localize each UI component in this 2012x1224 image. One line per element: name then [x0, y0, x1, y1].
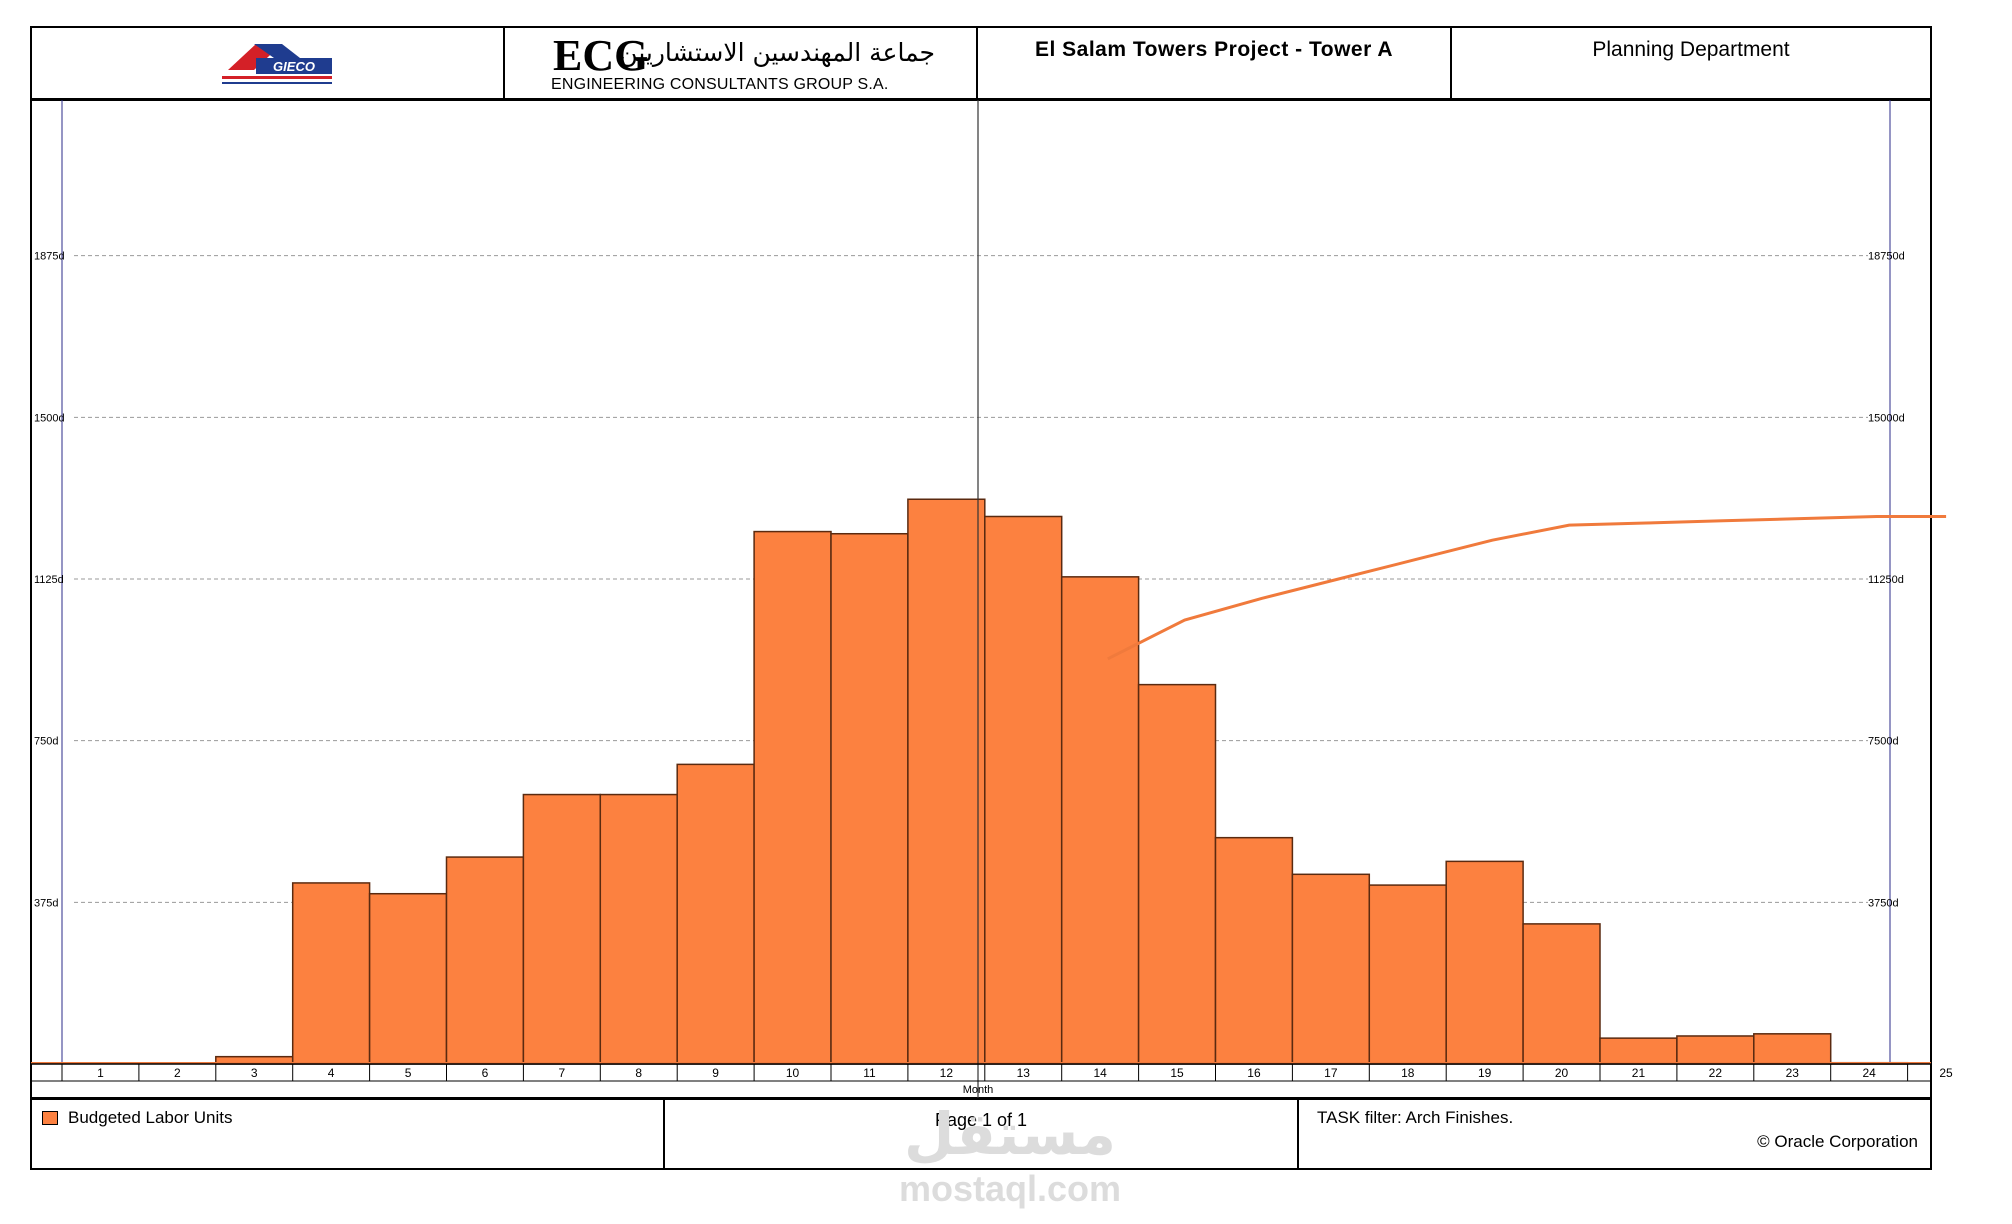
- bar: [368, 892, 448, 1065]
- left-tick-label: 1875d: [34, 251, 65, 263]
- header-logo-gieco-cell: GIECO: [32, 28, 505, 98]
- x-tick-label: 6: [482, 1066, 489, 1080]
- right-tick-label: 7500d: [1868, 736, 1899, 748]
- x-tick-label: 21: [1632, 1066, 1646, 1080]
- report-footer: Budgeted Labor Units Page 1 of 1 TASK fi…: [30, 1098, 1932, 1170]
- x-tick-label: 5: [405, 1066, 412, 1080]
- x-tick-label: 11: [863, 1066, 876, 1080]
- right-tick-label: 18750d: [1868, 251, 1905, 263]
- bar: [291, 882, 371, 1065]
- ecg-logo: ECG جماعة المهندسين الاستشاريين ENGINEER…: [525, 30, 965, 96]
- cumulative-line: [1107, 515, 1947, 661]
- x-tick-label: 1: [97, 1066, 104, 1080]
- legend-swatch: [42, 1111, 58, 1125]
- watermark-arabic: مستقل: [903, 1100, 1117, 1168]
- ecg-logo-text: ECG: [553, 31, 649, 80]
- x-tick-label: 16: [1247, 1066, 1261, 1080]
- x-tick-label: 18: [1401, 1066, 1415, 1080]
- bar: [830, 532, 909, 1065]
- legend: Budgeted Labor Units: [32, 1100, 665, 1168]
- bar: [445, 856, 525, 1065]
- left-tick-label: 1500d: [34, 412, 65, 424]
- bar: [753, 530, 832, 1065]
- ecg-logo-subtitle: ENGINEERING CONSULTANTS GROUP S.A.: [551, 76, 889, 93]
- right-tick-label: 11250d: [1868, 574, 1904, 586]
- header-project-cell: El Salam Towers Project - Tower A: [978, 28, 1452, 98]
- right-tick-label: 3750d: [1868, 897, 1899, 909]
- x-tick-label: 24: [1862, 1066, 1876, 1080]
- right-tick-label: 15000d: [1868, 412, 1905, 424]
- bar: [599, 793, 678, 1065]
- copyright: © Oracle Corporation: [1757, 1132, 1918, 1151]
- bar: [1060, 576, 1140, 1065]
- x-tick-label: 12: [940, 1066, 954, 1080]
- left-tick-label: 750d: [34, 736, 58, 748]
- x-tick-label: 9: [712, 1066, 719, 1080]
- watermark-latin: mostaql.com: [898, 1168, 1122, 1209]
- bar: [1522, 923, 1601, 1065]
- ecg-logo-arabic: جماعة المهندسين الاستشاريين: [619, 38, 935, 67]
- x-tick-label: 20: [1555, 1066, 1569, 1080]
- legend-label: Budgeted Labor Units: [68, 1108, 233, 1127]
- x-tick-label: 3: [251, 1066, 258, 1080]
- task-filter: TASK filter: Arch Finishes.: [1317, 1108, 1514, 1127]
- x-tick-label: 10: [786, 1066, 800, 1080]
- x-tick-label: 2: [174, 1066, 181, 1080]
- bar: [1137, 683, 1217, 1065]
- gieco-logo-text: GIECO: [273, 59, 315, 74]
- bar: [1599, 1037, 1678, 1065]
- bar: [1368, 884, 1447, 1065]
- x-tick-label: 7: [559, 1066, 566, 1080]
- x-tick-label: 15: [1170, 1066, 1184, 1080]
- x-tick-label: 17: [1324, 1066, 1338, 1080]
- x-tick-label: 22: [1709, 1066, 1723, 1080]
- bar: [984, 515, 1063, 1065]
- x-tick-label: 13: [1017, 1066, 1031, 1080]
- bar: [907, 498, 986, 1065]
- gieco-logo: GIECO: [222, 44, 332, 84]
- left-tick-label: 375d: [34, 897, 58, 909]
- bar: [1214, 836, 1294, 1065]
- bar: [1753, 1033, 1832, 1065]
- bar: [1291, 873, 1371, 1065]
- x-tick-label: 25: [1939, 1066, 1953, 1080]
- project-title: El Salam Towers Project - Tower A: [1034, 38, 1394, 61]
- header-logo-ecg-cell: ECG جماعة المهندسين الاستشاريين ENGINEER…: [505, 28, 978, 98]
- x-tick-label: 8: [635, 1066, 642, 1080]
- filter-cell: TASK filter: Arch Finishes. © Oracle Cor…: [1299, 1100, 1930, 1168]
- page-number: Page 1 of 1: [934, 1110, 1028, 1130]
- x-tick-label: 4: [328, 1066, 335, 1080]
- x-tick-label: 14: [1093, 1066, 1107, 1080]
- department-title: Planning Department: [1592, 38, 1790, 61]
- bar: [522, 793, 602, 1065]
- bar: [1445, 860, 1524, 1065]
- header-department-cell: Planning Department: [1452, 28, 1930, 98]
- x-tick-label: 19: [1478, 1066, 1492, 1080]
- x-axis-label: Month: [963, 1084, 994, 1096]
- report-header: GIECO ECG جماعة المهندسين الاستشاريين EN…: [30, 26, 1932, 100]
- page-number-cell: Page 1 of 1: [665, 1100, 1299, 1168]
- x-tick-label: 23: [1786, 1066, 1800, 1080]
- bar: [1676, 1035, 1755, 1065]
- bar: [676, 763, 755, 1065]
- left-tick-label: 1125d: [34, 574, 64, 586]
